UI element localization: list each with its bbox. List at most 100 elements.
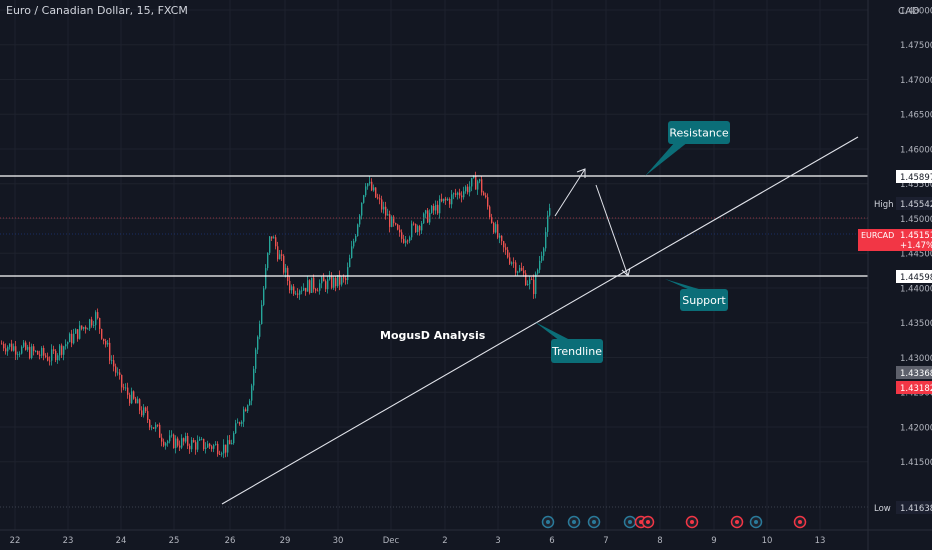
candle-body [121, 374, 123, 388]
candle-body [481, 179, 483, 193]
candle-body [231, 443, 233, 445]
candle-body [247, 405, 249, 412]
candle-body [289, 280, 291, 291]
candle-body [489, 206, 491, 218]
candle-body [483, 192, 485, 196]
candle-body [543, 248, 545, 256]
last-price-badge [896, 229, 932, 251]
time-tick-label: 7 [603, 536, 608, 546]
price-tick-label: 1.45000 [900, 215, 932, 225]
candle-body [435, 204, 437, 211]
candle-body [1, 343, 3, 345]
candle-body [353, 241, 355, 247]
candle-body [513, 262, 515, 264]
price-tick-label: 1.43000 [900, 354, 932, 364]
candle-body [45, 355, 47, 357]
candle-body [15, 346, 17, 355]
candle-body [225, 444, 227, 453]
low-badge [896, 501, 932, 514]
candle-body [157, 424, 159, 426]
candle-body [19, 353, 21, 355]
candle-body [355, 235, 357, 242]
candle-body [443, 198, 445, 202]
candle-body [119, 372, 121, 375]
candle-body [427, 210, 429, 223]
candle-body [445, 198, 447, 201]
candle-body [75, 329, 77, 334]
time-tick-label: 24 [116, 536, 127, 546]
candle-body [389, 214, 391, 227]
candle-body [373, 187, 375, 191]
candle-body [537, 269, 539, 274]
candle-body [347, 267, 349, 281]
event-dot [572, 520, 576, 524]
candle-body [497, 224, 499, 238]
candle-body [31, 346, 33, 359]
candle-body [365, 186, 367, 196]
candle-body [9, 343, 11, 347]
candle-body [433, 205, 435, 211]
event-markers [541, 515, 807, 529]
candle-body [91, 319, 93, 326]
price-tick-label: 1.48000 [900, 6, 932, 16]
candle-body [423, 213, 425, 224]
candle-body [211, 446, 213, 449]
candle-body [325, 281, 327, 290]
down-arrow-line [595, 184, 629, 277]
candle-body [527, 284, 529, 286]
candle-body [401, 232, 403, 239]
candle-body [431, 205, 433, 213]
candle-body [127, 387, 129, 395]
candle-body [371, 181, 373, 191]
candle-body [17, 354, 19, 355]
candle-body [337, 275, 339, 287]
candle-body [535, 273, 537, 295]
candle-body [153, 427, 155, 429]
candle-body [163, 441, 165, 446]
candle-body [155, 424, 157, 429]
candle-body [523, 270, 525, 274]
candle-body [99, 317, 101, 330]
candle-body [451, 194, 453, 205]
candle-body [129, 394, 131, 404]
candle-body [397, 224, 399, 230]
candle-body [359, 215, 361, 225]
candle-body [203, 438, 205, 449]
candle-body [187, 435, 189, 446]
trendline-callout-box[interactable] [551, 339, 603, 363]
candle-body [259, 324, 261, 337]
candle-body [273, 237, 275, 239]
currency-badge[interactable]: CAD [898, 6, 920, 17]
high-badge-text: 1.45542 [900, 200, 932, 210]
candle-body [393, 216, 395, 224]
event-dot [735, 520, 739, 524]
candle-body [105, 340, 107, 345]
support-callout-box[interactable] [680, 289, 728, 311]
candle-body [343, 277, 345, 279]
watermark: MogusD Analysis [380, 329, 486, 342]
candle-body [277, 246, 279, 260]
candle-body [107, 342, 109, 345]
candle-body [109, 342, 111, 361]
candle-body [307, 280, 309, 292]
trendline[interactable] [221, 136, 859, 505]
candle-body [57, 355, 59, 361]
candle-body [539, 260, 541, 270]
candle-body [339, 275, 341, 285]
candle-body [439, 198, 441, 214]
event-dot [628, 520, 632, 524]
price-tick-label: 1.44500 [900, 250, 932, 260]
candle-body [295, 293, 297, 295]
candle-body [317, 290, 319, 292]
resistance-callout-box[interactable] [668, 121, 730, 144]
event-dot [690, 520, 694, 524]
candle-body [49, 360, 51, 362]
candle-body [369, 181, 371, 184]
up-arrow-head [576, 168, 586, 178]
time-tick-label: 22 [10, 536, 21, 546]
candle-body [195, 442, 197, 450]
event-dot [646, 520, 650, 524]
